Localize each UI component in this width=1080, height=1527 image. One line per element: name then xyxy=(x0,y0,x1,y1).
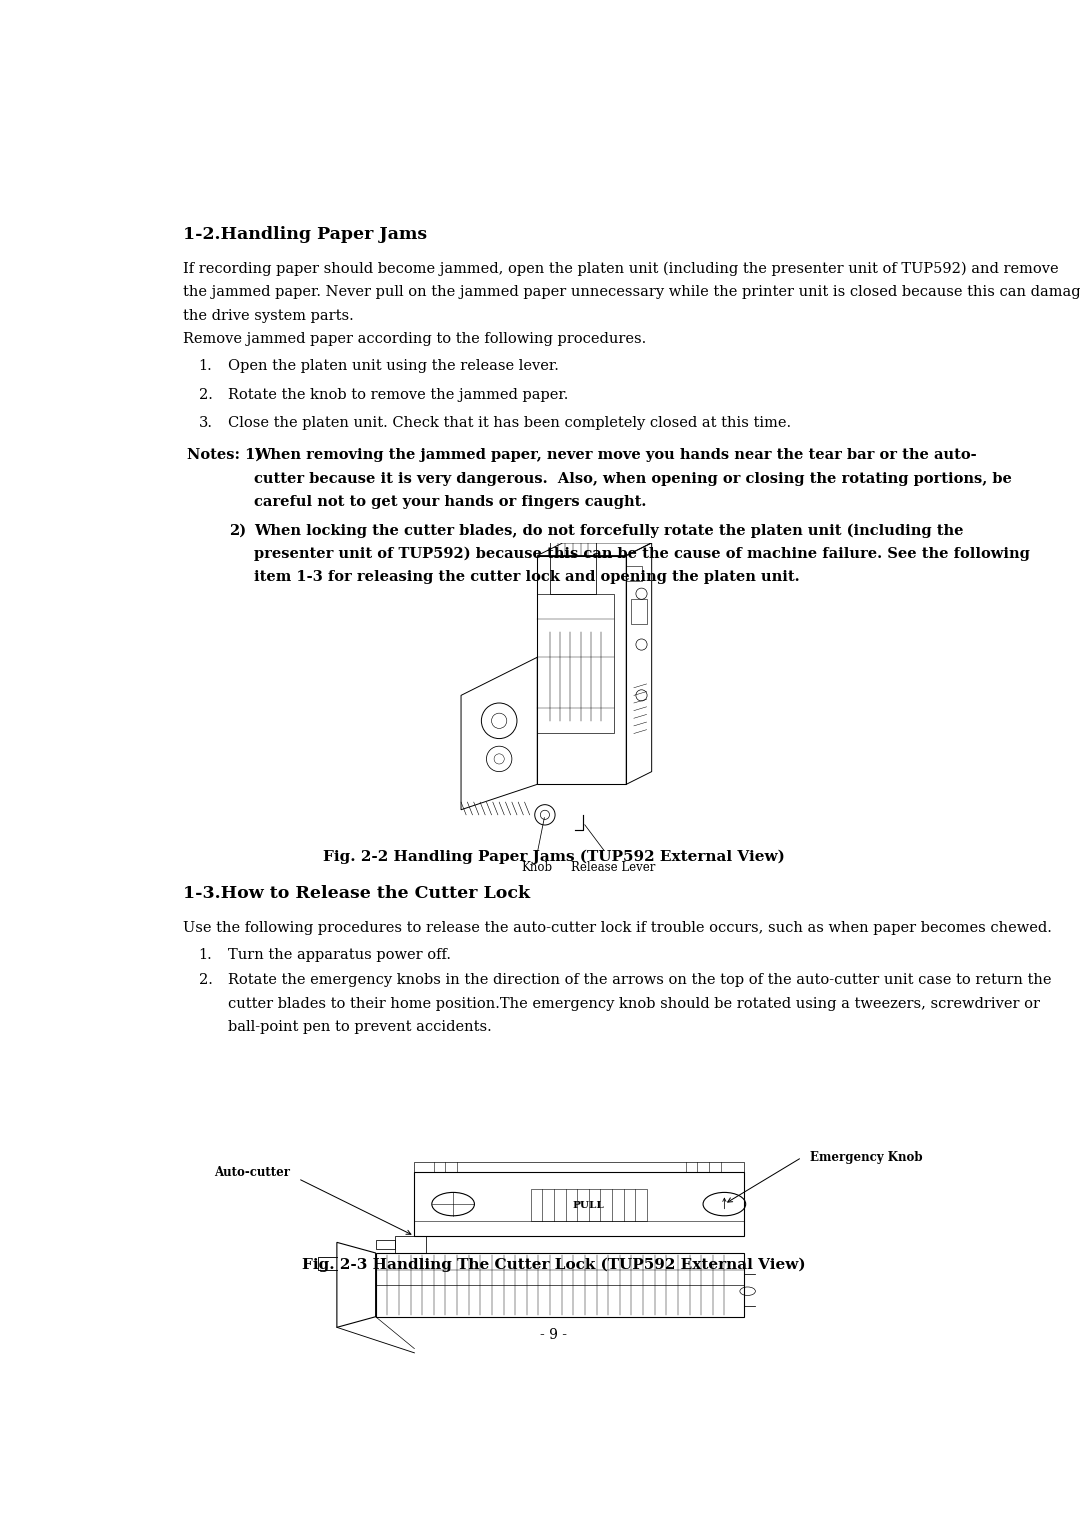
Bar xyxy=(395,1235,426,1254)
Text: the drive system parts.: the drive system parts. xyxy=(183,308,354,322)
Text: 3.: 3. xyxy=(199,415,213,429)
Text: Notes: 1): Notes: 1) xyxy=(187,447,262,463)
Text: 1-2.Handling Paper Jams: 1-2.Handling Paper Jams xyxy=(183,226,428,243)
Text: Knob: Knob xyxy=(522,861,553,873)
Text: Emergency Knob: Emergency Knob xyxy=(810,1151,922,1164)
Text: Fig. 2-3 Handling The Cutter Lock (TUP592 External View): Fig. 2-3 Handling The Cutter Lock (TUP59… xyxy=(301,1258,806,1272)
Bar xyxy=(415,1162,744,1173)
Text: PULL: PULL xyxy=(572,1200,605,1209)
Text: presenter unit of TUP592) because this can be the cause of machine failure. See : presenter unit of TUP592) because this c… xyxy=(255,547,1030,560)
Text: 1.: 1. xyxy=(199,948,213,962)
Text: Remove jammed paper according to the following procedures.: Remove jammed paper according to the fol… xyxy=(183,333,646,347)
Bar xyxy=(530,1190,647,1222)
Text: Use the following procedures to release the auto-cutter lock if trouble occurs, : Use the following procedures to release … xyxy=(183,921,1052,935)
Text: Turn the apparatus power off.: Turn the apparatus power off. xyxy=(228,948,451,962)
Text: 2): 2) xyxy=(230,524,246,538)
Text: If recording paper should become jammed, open the platen unit (including the pre: If recording paper should become jammed,… xyxy=(183,261,1058,276)
Bar xyxy=(626,565,642,580)
Text: 2.: 2. xyxy=(199,388,213,402)
Text: Close the platen unit. Check that it has been completely closed at this time.: Close the platen unit. Check that it has… xyxy=(228,415,792,429)
Bar xyxy=(415,1173,744,1235)
Text: Auto-cutter: Auto-cutter xyxy=(214,1165,291,1179)
Text: 1.: 1. xyxy=(199,359,213,374)
Text: 2.: 2. xyxy=(199,973,213,988)
Text: When locking the cutter blades, do not forcefully rotate the platen unit (includ: When locking the cutter blades, do not f… xyxy=(255,524,963,538)
Text: ball-point pen to prevent accidents.: ball-point pen to prevent accidents. xyxy=(228,1020,491,1034)
Text: Release Lever: Release Lever xyxy=(571,861,656,873)
Text: cutter blades to their home position.The emergency knob should be rotated using : cutter blades to their home position.The… xyxy=(228,997,1040,1011)
Text: Open the platen unit using the release lever.: Open the platen unit using the release l… xyxy=(228,359,558,374)
Bar xyxy=(376,1240,395,1249)
Text: 1-3.How to Release the Cutter Lock: 1-3.How to Release the Cutter Lock xyxy=(183,886,530,902)
Text: When removing the jammed paper, never move you hands near the tear bar or the au: When removing the jammed paper, never mo… xyxy=(255,447,977,463)
Text: Rotate the emergency knobs in the direction of the arrows on the top of the auto: Rotate the emergency knobs in the direct… xyxy=(228,973,1052,988)
Bar xyxy=(376,1254,744,1316)
Text: Rotate the knob to remove the jammed paper.: Rotate the knob to remove the jammed pap… xyxy=(228,388,568,402)
Text: Fig. 2-2 Handling Paper Jams (TUP592 External View): Fig. 2-2 Handling Paper Jams (TUP592 Ext… xyxy=(323,851,784,864)
Bar xyxy=(632,599,647,625)
Text: the jammed paper. Never pull on the jammed paper unnecessary while the printer u: the jammed paper. Never pull on the jamm… xyxy=(183,286,1080,299)
Text: careful not to get your hands or fingers caught.: careful not to get your hands or fingers… xyxy=(255,495,647,508)
Text: - 9 -: - 9 - xyxy=(540,1328,567,1342)
Text: cutter because it is very dangerous.  Also, when opening or closing the rotating: cutter because it is very dangerous. Als… xyxy=(255,472,1012,486)
Text: item 1-3 for releasing the cutter lock and opening the platen unit.: item 1-3 for releasing the cutter lock a… xyxy=(255,570,800,585)
